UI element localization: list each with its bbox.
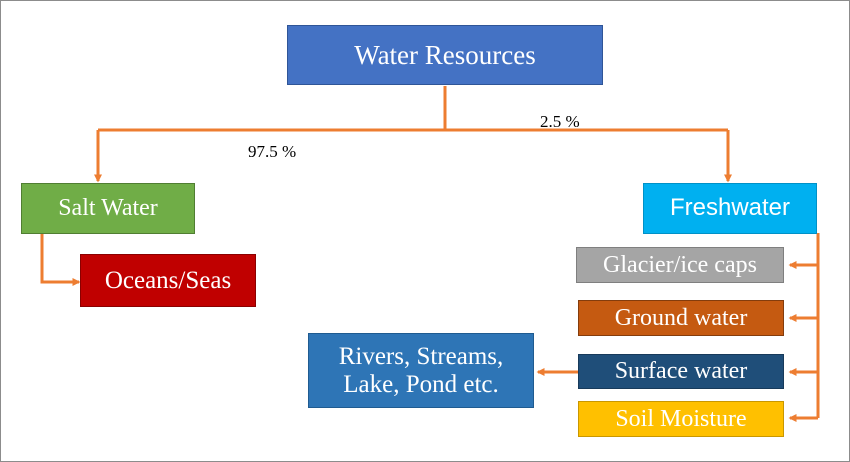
soil-moisture-label: Soil Moisture	[615, 405, 747, 432]
glacier-ice-caps-node: Glacier/ice caps	[576, 247, 784, 283]
salt-water-label: Salt Water	[58, 195, 158, 222]
ground-water-label: Ground water	[614, 304, 748, 331]
oceans-seas-node: Oceans/Seas	[80, 254, 256, 307]
freshwater-label: Freshwater	[669, 194, 791, 222]
arrow-to-oceans	[40, 233, 81, 286]
oceans-seas-label: Oceans/Seas	[104, 266, 232, 294]
water-resources-node: Water Resources	[287, 25, 603, 85]
fresh-percentage-label: 2.5 %	[540, 112, 580, 131]
soil-moisture-node: Soil Moisture	[578, 401, 784, 437]
rivers-streams-line-2: Lake, Pond etc.	[343, 370, 499, 398]
rivers-streams-line-1: Rivers, Streams,	[338, 342, 504, 370]
surface-water-node: Surface water	[578, 354, 784, 389]
ground-water-node: Ground water	[578, 300, 784, 336]
rivers-streams-node: Rivers, Streams, Lake, Pond etc.	[308, 333, 534, 408]
salt-percentage-label: 97.5 %	[248, 142, 297, 161]
salt-water-node: Salt Water	[21, 183, 195, 234]
glacier-ice-caps-label: Glacier/ice caps	[603, 251, 757, 278]
surface-water-label: Surface water	[614, 358, 748, 385]
freshwater-node: Freshwater	[643, 183, 817, 234]
water-resources-label: Water Resources	[354, 39, 536, 70]
